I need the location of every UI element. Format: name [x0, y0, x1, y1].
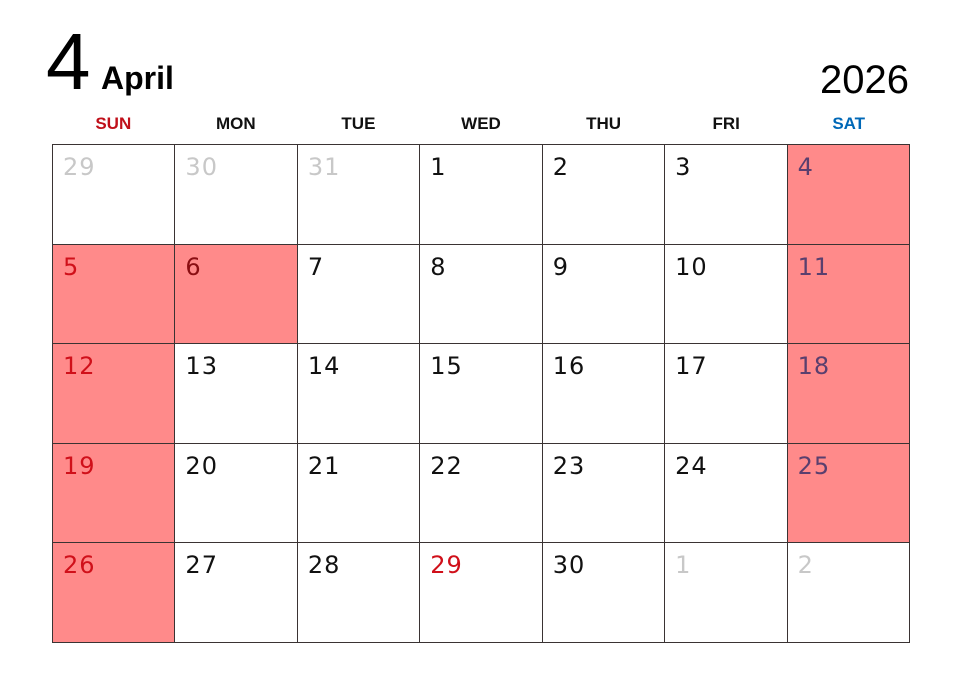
calendar-grid: 29 30 31 1 2 3 4 5 6 7 8 9 10 11 12 13 14 15 16 17 18 19 20 21 2…	[52, 144, 910, 643]
day-cell[interactable]: 18	[787, 344, 910, 444]
day-number: 1	[430, 153, 447, 181]
day-number: 4	[797, 153, 814, 181]
day-cell[interactable]: 3	[665, 145, 788, 245]
weekday-sat: SAT	[832, 114, 866, 133]
day-cell[interactable]: 7	[297, 244, 421, 345]
day-cell[interactable]: 19	[53, 443, 176, 544]
day-cell[interactable]: 30	[175, 145, 298, 245]
weekday-mon: MON	[216, 114, 256, 133]
day-cell[interactable]: 9	[542, 244, 666, 345]
day-cell[interactable]: 31	[297, 145, 421, 245]
day-number: 2	[797, 551, 814, 580]
day-cell[interactable]: 29	[53, 145, 176, 245]
day-number: 18	[797, 352, 831, 381]
day-cell[interactable]: 23	[542, 443, 666, 544]
day-number: 25	[797, 451, 831, 480]
day-number: 8	[430, 252, 447, 281]
day-number: 23	[552, 451, 586, 480]
day-number: 28	[307, 551, 341, 580]
day-cell[interactable]: 10	[665, 244, 788, 345]
day-cell[interactable]: 20	[175, 443, 298, 544]
day-number: 16	[552, 352, 586, 381]
day-cell[interactable]: 15	[420, 344, 543, 444]
day-number: 30	[185, 153, 218, 181]
day-number: 20	[185, 451, 218, 480]
day-cell[interactable]: 11	[787, 244, 910, 345]
day-cell[interactable]: 22	[420, 443, 543, 544]
day-cell[interactable]: 26	[53, 543, 176, 643]
day-cell[interactable]: 2	[787, 543, 910, 643]
day-number: 26	[63, 551, 96, 580]
day-cell[interactable]: 2	[542, 145, 666, 245]
day-number: 30	[552, 551, 586, 580]
day-number: 1	[675, 551, 692, 580]
day-number: 17	[675, 352, 708, 381]
day-cell[interactable]: 17	[665, 344, 788, 444]
day-cell[interactable]: 25	[787, 443, 910, 544]
day-number: 24	[675, 451, 708, 480]
day-cell[interactable]: 21	[297, 443, 421, 544]
day-cell[interactable]: 5	[53, 244, 176, 345]
day-cell[interactable]: 13	[175, 344, 298, 444]
weekday-thu: THU	[586, 114, 622, 133]
day-number: 29	[430, 551, 463, 580]
weekday-fri: FRI	[712, 114, 740, 133]
month-name: April	[101, 60, 174, 96]
day-number: 11	[797, 252, 831, 281]
day-number: 13	[185, 352, 218, 381]
weekday-sun: SUN	[95, 114, 132, 133]
day-number: 21	[307, 451, 341, 480]
day-number: 15	[430, 352, 463, 381]
day-number: 27	[185, 551, 218, 580]
day-cell[interactable]: 27	[175, 543, 298, 643]
year: 2026	[820, 58, 909, 102]
day-number: 12	[63, 352, 96, 381]
day-number: 10	[675, 252, 708, 281]
day-cell[interactable]: 6	[175, 244, 298, 345]
day-cell[interactable]: 28	[297, 543, 421, 643]
day-cell[interactable]: 14	[297, 344, 421, 444]
day-cell[interactable]: 4	[787, 145, 910, 245]
day-cell[interactable]: 12	[53, 344, 176, 444]
day-cell[interactable]: 30	[542, 543, 666, 643]
weekday-wed: WED	[461, 114, 501, 133]
weekday-header: SUN MON TUE WED THU FRI SAT	[52, 114, 910, 134]
day-number: 29	[63, 153, 96, 181]
day-number: 9	[552, 252, 569, 281]
day-number: 22	[430, 451, 463, 480]
month-number: 4	[46, 17, 91, 106]
day-cell[interactable]: 24	[665, 443, 788, 544]
day-number: 31	[307, 153, 341, 181]
day-cell[interactable]: 1	[665, 543, 788, 643]
day-cell[interactable]: 8	[420, 244, 543, 345]
day-number: 2	[552, 153, 569, 181]
day-cell[interactable]: 29	[420, 543, 543, 643]
day-number: 3	[675, 153, 692, 181]
day-number: 5	[63, 252, 80, 281]
day-number: 19	[63, 451, 96, 480]
day-number: 14	[307, 352, 341, 381]
day-number: 7	[307, 252, 325, 281]
day-cell[interactable]: 16	[542, 344, 666, 444]
weekday-tue: TUE	[341, 114, 376, 133]
day-cell[interactable]: 1	[420, 145, 543, 245]
day-number: 6	[185, 252, 202, 281]
